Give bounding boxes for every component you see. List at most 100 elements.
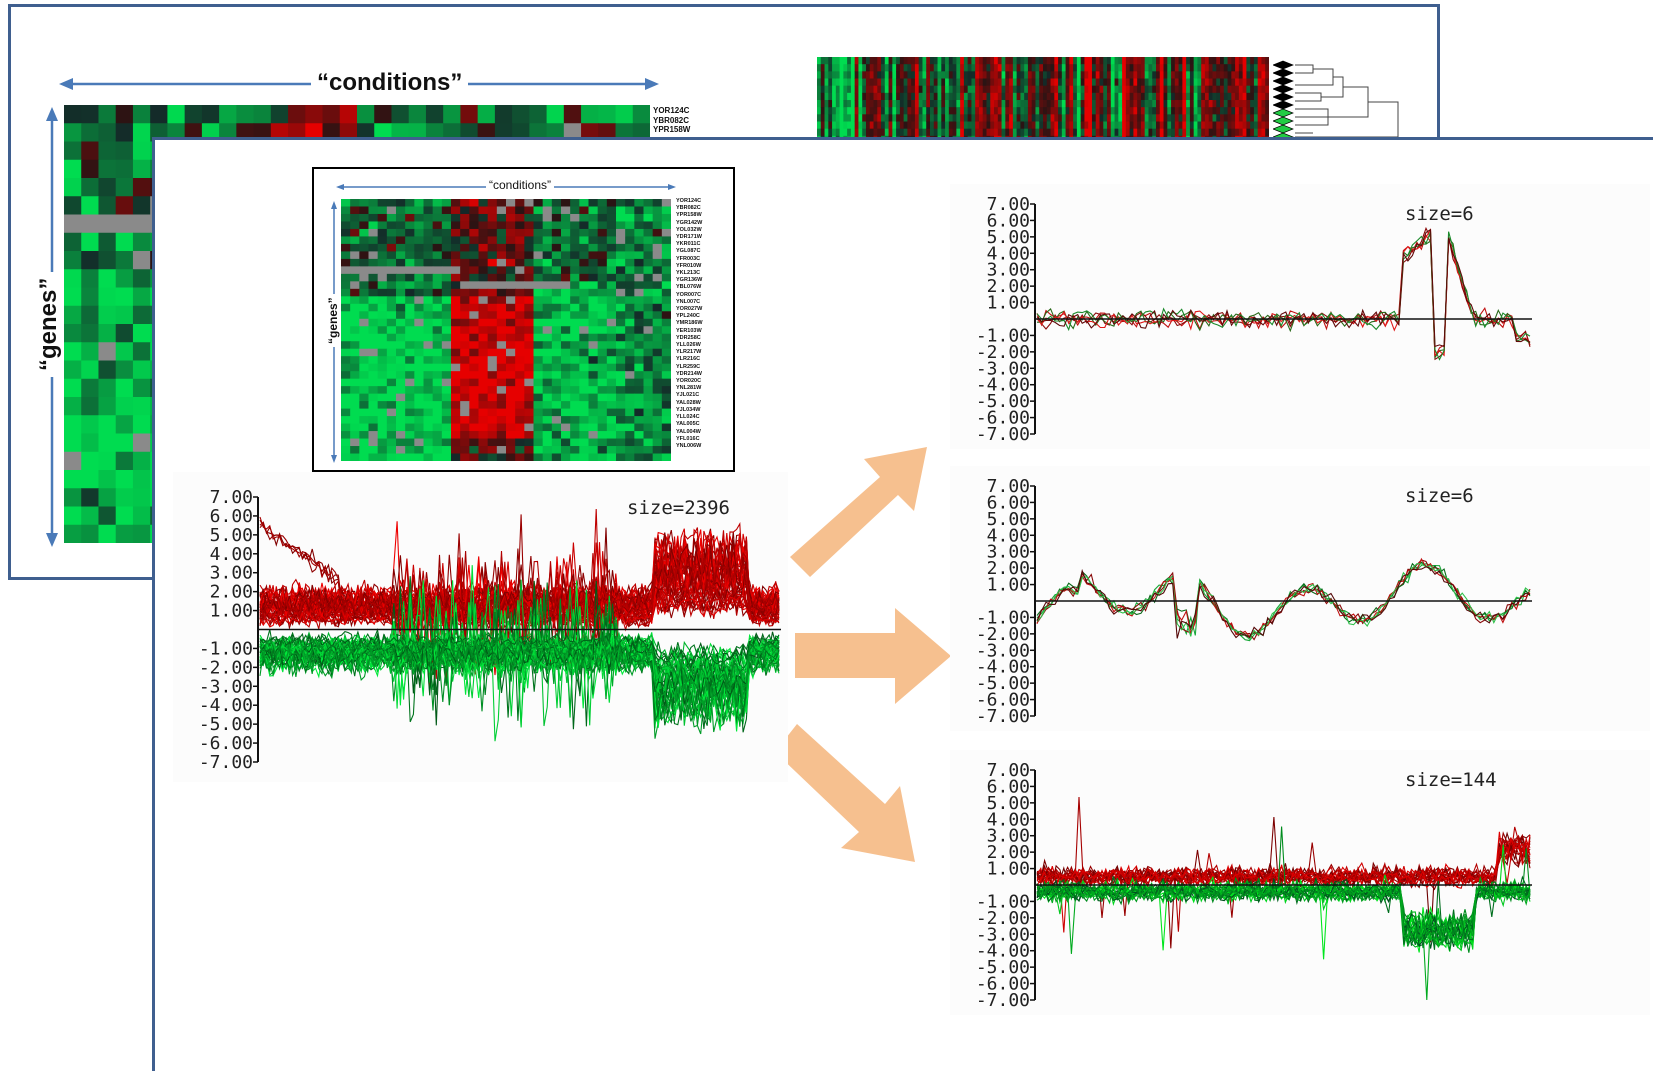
- heatmap-cell: [1167, 121, 1172, 130]
- heatmap-cell: [533, 341, 544, 350]
- heatmap-cell: [1242, 71, 1247, 79]
- heatmap-cell: [1031, 78, 1036, 87]
- heatmap-cell: [911, 78, 916, 87]
- heatmap-cell: [914, 78, 920, 87]
- heatmap-cell: [570, 266, 580, 275]
- heatmap-cell: [1031, 71, 1036, 79]
- heatmap-cell: [862, 121, 867, 130]
- heatmap-cell: [982, 64, 987, 72]
- heatmap-cell: [1204, 100, 1210, 108]
- heatmap-cell: [971, 92, 976, 101]
- heatmap-cell: [579, 303, 590, 312]
- heatmap-cell: [405, 386, 415, 395]
- heatmap-cell: [597, 453, 608, 461]
- heatmap-cell: [396, 393, 406, 402]
- heatmap-cell: [597, 311, 608, 320]
- heatmap-cell: [1031, 100, 1036, 108]
- heatmap-cell: [963, 114, 969, 122]
- heatmap-cell: [1171, 114, 1176, 122]
- heatmap-cell: [533, 348, 544, 357]
- heatmap-cell: [423, 199, 434, 208]
- heatmap-cell: [496, 243, 507, 252]
- heatmap-cell: [1159, 100, 1165, 108]
- heatmap-cell: [377, 258, 388, 267]
- heatmap-cell: [405, 281, 415, 290]
- heatmap-cell: [396, 251, 406, 260]
- series-line: [1036, 557, 1531, 638]
- heatmap-cell: [1178, 121, 1183, 130]
- heatmap-cell: [132, 415, 151, 435]
- heatmap-cell: [1016, 121, 1021, 130]
- heatmap-cell: [1103, 71, 1108, 79]
- heatmap-cell: [896, 71, 901, 79]
- heatmap-cell: [1137, 64, 1142, 72]
- heatmap-cell: [1137, 100, 1142, 108]
- heatmap-cell: [423, 206, 434, 215]
- heatmap-cell: [994, 121, 999, 130]
- heatmap-cell: [975, 100, 980, 108]
- heatmap-cell: [368, 318, 379, 327]
- heatmap-cell: [359, 236, 370, 245]
- dendrogram-branch: [1295, 101, 1399, 138]
- heatmap-cell: [496, 236, 507, 245]
- heatmap-cell: [820, 57, 826, 65]
- heatmap-cell: [432, 416, 443, 425]
- heatmap-cell: [1024, 64, 1029, 72]
- heatmap-cell: [597, 258, 608, 267]
- heatmap-cell: [945, 57, 950, 65]
- heatmap-cell: [396, 258, 406, 267]
- heatmap-cell: [1253, 100, 1259, 108]
- heatmap-cell: [1133, 107, 1138, 115]
- heatmap-cell: [1152, 64, 1157, 72]
- heatmap-cell: [994, 71, 999, 79]
- heatmap-cell: [64, 451, 82, 471]
- heatmap-cell: [1163, 57, 1168, 65]
- heatmap-cell: [937, 71, 942, 79]
- heatmap-cell: [570, 386, 580, 395]
- heatmap-cell: [115, 397, 134, 416]
- heatmap-cell: [487, 393, 498, 402]
- heatmap-cell: [469, 206, 480, 215]
- heatmap-cell: [350, 318, 360, 327]
- heatmap-cell: [652, 213, 663, 223]
- heatmap-cell: [862, 100, 867, 108]
- heatmap-cell: [1257, 100, 1262, 108]
- heatmap-cell: [405, 273, 415, 282]
- heatmap-cell: [81, 506, 100, 526]
- heatmap-cell: [865, 85, 871, 94]
- heatmap-cell: [634, 386, 645, 395]
- heatmap-cell: [1189, 57, 1195, 65]
- heatmap-cell: [1001, 121, 1006, 130]
- heatmap-cell: [1246, 78, 1251, 87]
- heatmap-cell: [1129, 128, 1134, 137]
- heatmap-cell: [652, 326, 663, 335]
- heatmap-cell: [1129, 100, 1134, 108]
- heatmap-cell: [652, 416, 663, 425]
- heatmap-cell: [903, 64, 908, 72]
- heatmap-cell: [1208, 64, 1213, 72]
- heatmap-cell: [432, 296, 443, 305]
- heatmap-cell: [1005, 85, 1010, 94]
- heatmap-cell: [460, 363, 470, 372]
- heatmap-cell: [918, 114, 923, 122]
- heatmap-cell: [854, 57, 859, 65]
- heatmap-cell: [588, 266, 599, 275]
- heatmap-cell: [862, 92, 867, 101]
- heatmap-cell: [1058, 85, 1063, 94]
- heatmap-cell: [423, 438, 434, 447]
- heatmap-cell: [652, 446, 663, 455]
- heatmap-cell: [1133, 100, 1138, 108]
- heatmap-cell: [132, 305, 151, 325]
- heatmap-cell: [661, 431, 671, 440]
- cluster-plot-1: 7.00 6.00 5.00 4.00 3.00 2.00 1.00 -1.00 -2.00 -3…: [950, 184, 1650, 449]
- heatmap-cell: [496, 438, 507, 447]
- series-line: [1036, 561, 1531, 637]
- heatmap-cell: [990, 64, 995, 72]
- heatmap-cell: [386, 423, 397, 432]
- heatmap-cell: [1201, 100, 1206, 108]
- heatmap-cell: [1137, 78, 1142, 87]
- heatmap-cell: [1242, 100, 1247, 108]
- heatmap-cell: [850, 57, 856, 65]
- heatmap-cell: [533, 288, 544, 297]
- heatmap-cell: [396, 446, 406, 455]
